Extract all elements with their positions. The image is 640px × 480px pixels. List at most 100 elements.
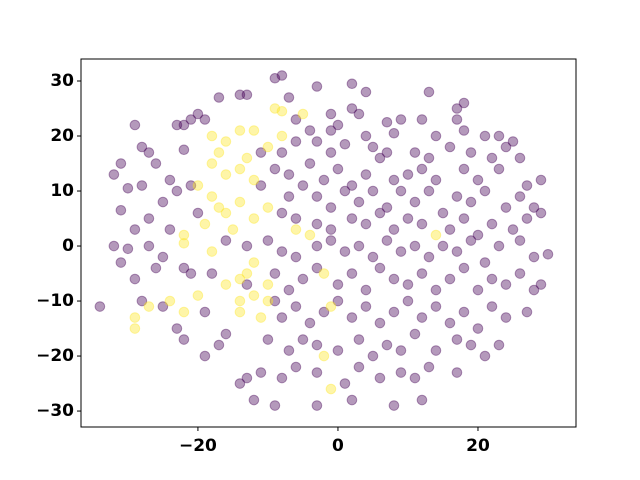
- point: [220, 169, 232, 180]
- y-tick-label: 10: [50, 181, 74, 201]
- point: [276, 246, 288, 257]
- point: [269, 295, 281, 307]
- point: [311, 218, 323, 230]
- point: [381, 147, 393, 158]
- point: [283, 191, 295, 202]
- point: [325, 383, 337, 395]
- point: [472, 174, 484, 186]
- point: [458, 97, 470, 109]
- point: [269, 400, 281, 411]
- point: [381, 202, 393, 213]
- point: [199, 306, 211, 318]
- point: [248, 394, 260, 406]
- point: [262, 279, 274, 290]
- point: [374, 372, 386, 384]
- point: [430, 229, 442, 241]
- point: [241, 152, 253, 164]
- point: [276, 105, 288, 117]
- point: [150, 158, 162, 169]
- point: [402, 169, 414, 180]
- point: [458, 306, 470, 318]
- point: [423, 86, 435, 98]
- point: [262, 202, 274, 213]
- point: [430, 301, 442, 312]
- point: [514, 152, 526, 164]
- point: [409, 372, 421, 384]
- x-tick-label: −20: [179, 436, 217, 456]
- point: [199, 114, 211, 125]
- point: [276, 372, 288, 384]
- point: [458, 163, 470, 175]
- point: [311, 191, 323, 202]
- point: [402, 279, 414, 290]
- y-tick-label: −30: [36, 401, 74, 421]
- point: [360, 284, 372, 296]
- point: [304, 125, 316, 136]
- point: [451, 191, 463, 202]
- point: [248, 213, 260, 224]
- point: [423, 361, 435, 373]
- point: [514, 235, 526, 246]
- point: [171, 185, 183, 197]
- point: [402, 213, 414, 224]
- point: [479, 130, 491, 142]
- point: [283, 169, 295, 180]
- point: [290, 213, 302, 224]
- point: [381, 339, 393, 351]
- point: [143, 301, 155, 312]
- point: [437, 207, 449, 219]
- point: [360, 130, 372, 142]
- point: [486, 301, 498, 312]
- point: [479, 350, 491, 362]
- point: [178, 306, 190, 318]
- point: [311, 136, 323, 147]
- point: [325, 224, 337, 235]
- point: [192, 207, 204, 219]
- point: [276, 147, 288, 158]
- point: [367, 141, 379, 153]
- point: [213, 202, 225, 213]
- point: [521, 180, 533, 191]
- point: [269, 72, 281, 84]
- point: [164, 224, 176, 235]
- point: [150, 262, 162, 274]
- point: [115, 257, 127, 268]
- point: [255, 312, 267, 323]
- point: [164, 295, 176, 307]
- plot-frame: [80, 58, 577, 428]
- point: [283, 92, 295, 103]
- point: [451, 114, 463, 125]
- point: [318, 268, 330, 279]
- point: [346, 213, 358, 224]
- point: [129, 273, 141, 285]
- point: [360, 86, 372, 98]
- point: [339, 138, 351, 150]
- point: [122, 243, 134, 255]
- point: [311, 81, 323, 92]
- point: [241, 279, 253, 290]
- point: [206, 158, 218, 169]
- y-tick-label: 0: [62, 236, 74, 256]
- point: [472, 229, 484, 241]
- point: [136, 180, 148, 191]
- y-tick-label: 30: [50, 71, 74, 91]
- point: [192, 180, 204, 191]
- point: [507, 136, 519, 147]
- point: [388, 273, 400, 285]
- point: [143, 213, 155, 224]
- point: [395, 345, 407, 356]
- point: [458, 213, 470, 224]
- point: [346, 268, 358, 279]
- point: [451, 334, 463, 345]
- point: [360, 169, 372, 180]
- point: [108, 169, 120, 180]
- y-tick-label: −20: [36, 346, 74, 366]
- point: [129, 312, 141, 323]
- x-tick-label: 0: [332, 436, 344, 456]
- point: [535, 174, 547, 186]
- point: [213, 92, 225, 103]
- point: [451, 367, 463, 378]
- point: [381, 116, 393, 128]
- point: [255, 367, 267, 378]
